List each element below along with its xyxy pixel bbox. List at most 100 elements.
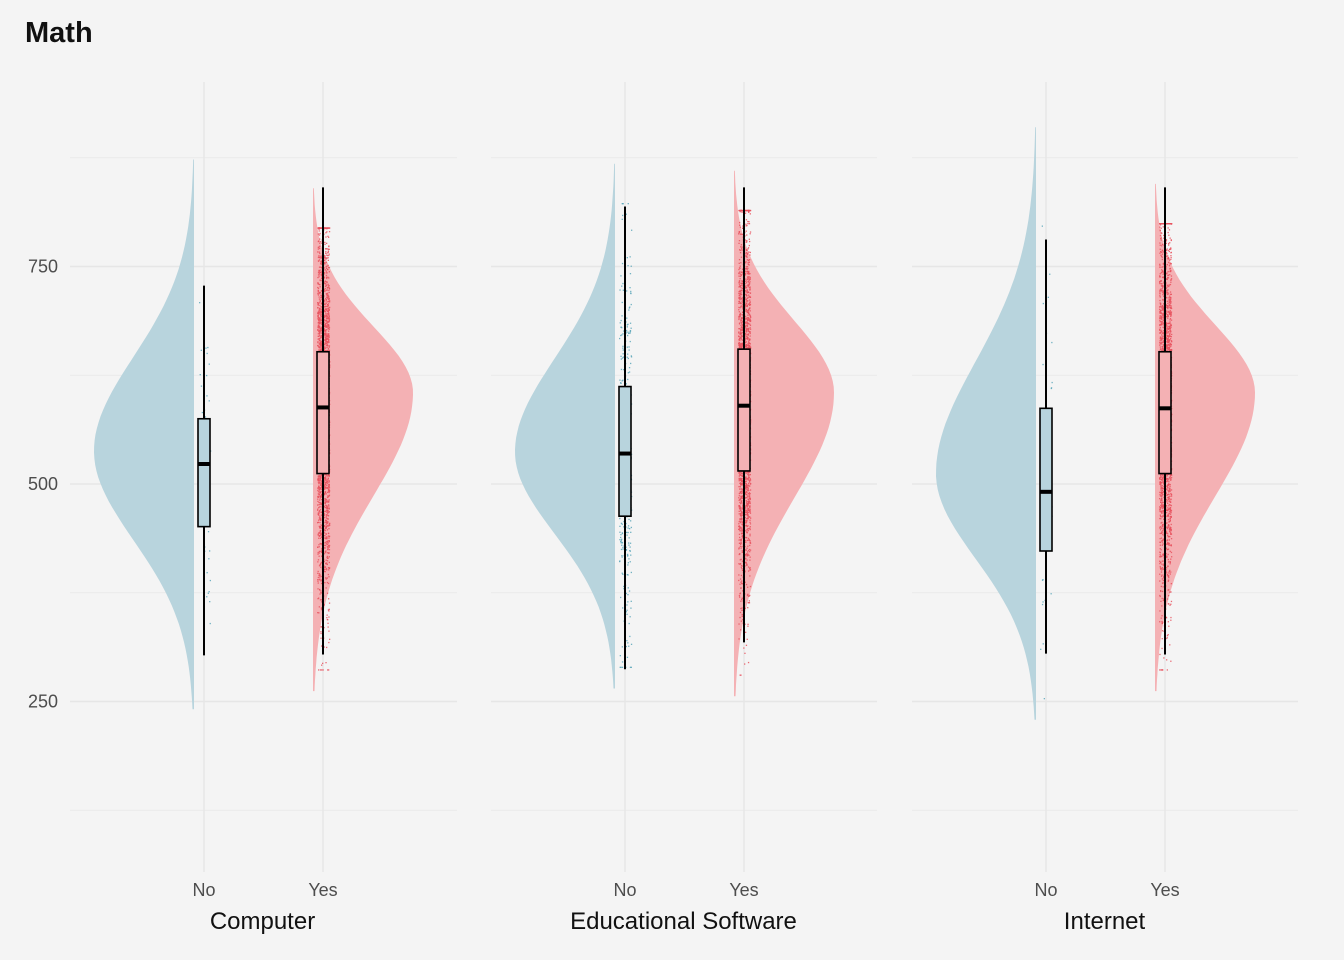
data-point <box>319 242 321 244</box>
data-point <box>324 309 326 311</box>
data-point <box>738 497 740 499</box>
data-point <box>744 280 746 283</box>
data-point <box>621 301 623 304</box>
data-point <box>320 632 322 635</box>
data-point <box>317 509 319 511</box>
data-point <box>749 594 751 597</box>
data-point <box>319 330 321 333</box>
data-point <box>619 525 621 527</box>
data-point <box>623 330 625 332</box>
data-point <box>744 476 746 478</box>
data-point <box>320 323 323 325</box>
data-point <box>328 608 330 610</box>
data-point <box>327 522 329 524</box>
data-point <box>745 530 747 532</box>
data-point <box>749 289 751 291</box>
data-point <box>325 504 327 507</box>
data-point <box>748 294 750 296</box>
data-point <box>319 532 322 535</box>
data-point <box>319 509 322 511</box>
data-point <box>745 268 747 270</box>
data-point <box>324 257 326 259</box>
data-point <box>319 479 322 481</box>
data-point <box>747 602 749 604</box>
data-point <box>739 563 742 565</box>
data-point <box>738 528 740 530</box>
density-no <box>94 159 194 710</box>
data-point <box>326 482 328 485</box>
data-point <box>317 496 319 498</box>
data-point <box>621 203 623 205</box>
data-point <box>324 525 326 528</box>
data-point <box>318 510 321 512</box>
data-point <box>327 310 329 313</box>
data-point <box>746 518 748 520</box>
data-point <box>749 295 751 298</box>
data-point <box>739 273 741 275</box>
data-point <box>744 274 746 276</box>
data-point <box>329 306 331 309</box>
data-point <box>328 511 330 513</box>
data-point <box>741 568 743 570</box>
data-point <box>620 596 622 599</box>
data-point <box>325 578 327 580</box>
data-point <box>620 540 622 542</box>
data-point <box>319 300 321 302</box>
data-point <box>325 289 328 291</box>
data-point <box>742 495 744 497</box>
data-point <box>324 535 326 537</box>
data-point <box>326 344 328 346</box>
data-point <box>622 356 625 358</box>
data-point <box>317 302 319 304</box>
data-point <box>747 566 750 568</box>
data-point <box>328 504 330 506</box>
data-point <box>323 566 325 569</box>
data-point <box>745 539 747 542</box>
data-point <box>328 271 330 273</box>
data-point <box>629 287 631 289</box>
data-point <box>746 511 748 513</box>
data-point <box>326 496 329 499</box>
data-point <box>324 568 326 570</box>
data-point <box>738 296 740 299</box>
data-point <box>320 488 322 490</box>
data-point <box>325 267 328 270</box>
data-point <box>621 538 623 540</box>
data-point <box>738 344 740 347</box>
data-point <box>628 367 631 369</box>
data-point <box>317 546 319 548</box>
data-point <box>324 491 327 493</box>
data-point <box>748 476 750 478</box>
data-point <box>746 547 748 549</box>
data-point <box>324 499 326 501</box>
data-point <box>625 549 627 551</box>
data-point <box>741 325 744 327</box>
data-point <box>325 550 327 552</box>
data-point <box>320 590 322 592</box>
data-point <box>328 487 330 489</box>
data-point <box>324 319 326 321</box>
data-point <box>319 319 322 321</box>
data-point <box>323 317 325 319</box>
data-point <box>328 576 330 578</box>
data-point <box>740 345 742 347</box>
data-point <box>740 564 743 567</box>
data-point <box>324 335 326 337</box>
data-point <box>319 232 321 235</box>
data-point <box>326 536 328 538</box>
data-point <box>317 291 319 293</box>
data-point <box>327 333 330 336</box>
data-point <box>325 475 327 477</box>
data-point <box>741 609 743 611</box>
data-point <box>324 306 326 308</box>
data-point <box>317 302 319 304</box>
data-point <box>323 502 326 504</box>
data-point <box>741 535 743 538</box>
data-point <box>324 255 326 257</box>
data-point <box>328 508 330 510</box>
data-point <box>326 562 328 564</box>
data-point <box>740 333 742 335</box>
data-point <box>321 601 323 603</box>
data-point <box>739 252 742 254</box>
